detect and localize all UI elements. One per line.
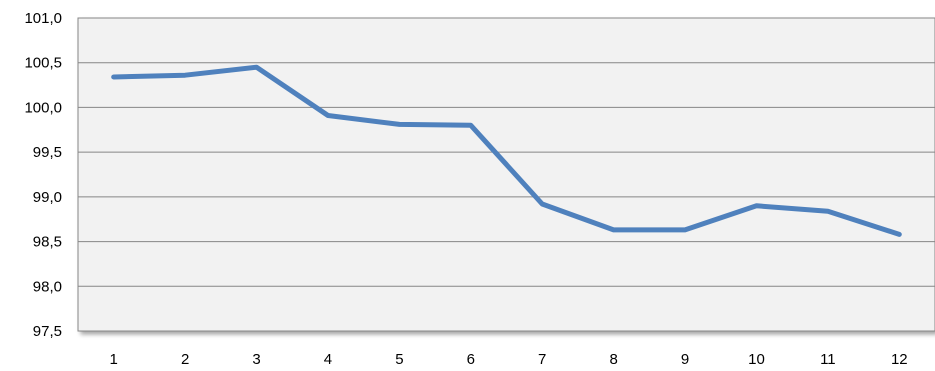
x-axis-ticks: 1 2 3 4 5 6 7 8 9 10 11 12 [110,351,908,368]
gridlines [78,62,935,287]
x-tick-label: 6 [467,351,475,368]
y-tick-label: 99,5 [33,144,62,161]
y-tick-label: 98,0 [33,278,62,295]
y-tick-label: 101,0 [24,10,62,27]
x-tick-label: 7 [538,351,546,368]
y-tick-label: 100,0 [24,99,62,116]
x-tick-label: 10 [748,351,765,368]
x-tick-label: 5 [395,351,403,368]
y-tick-label: 100,5 [24,55,62,72]
plot-area [77,17,935,332]
y-axis-ticks: 101,0 100,5 100,0 99,5 99,0 98,5 98,0 97,5 [24,10,62,340]
x-tick-label: 3 [252,351,260,368]
x-tick-label: 11 [820,351,836,368]
y-tick-label: 97,5 [33,323,62,340]
x-tick-label: 4 [324,351,332,368]
x-tick-label: 9 [681,351,689,368]
y-tick-label: 99,0 [33,189,62,206]
x-tick-label: 1 [110,351,118,368]
x-tick-label: 2 [181,351,189,368]
series-line [111,64,902,237]
x-tick-label: 12 [891,351,908,368]
y-tick-label: 98,5 [33,234,62,251]
x-tick-label: 8 [609,351,617,368]
